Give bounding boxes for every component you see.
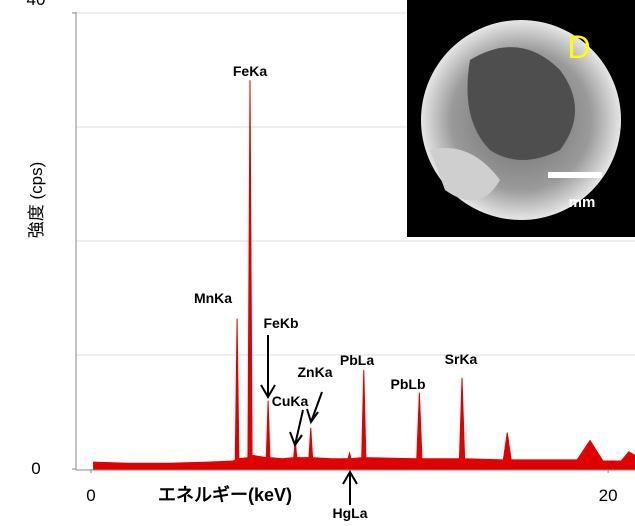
peak-label: HgLa (333, 505, 368, 521)
spectrum (93, 80, 635, 470)
peak-label: SrKa (445, 351, 478, 367)
y-tick-label: 0 (31, 459, 40, 478)
scale-label: mm (569, 194, 596, 211)
peak-label: PbLa (340, 352, 374, 368)
inset-label: D (567, 29, 590, 65)
peak-label: FeKb (264, 315, 299, 331)
arrow (289, 409, 304, 448)
x-tick-label: 0 (86, 486, 95, 505)
y-tick-label: 40 (27, 0, 46, 9)
peak-label: FeKa (233, 63, 267, 79)
x-axis-label: エネルギー(keV) (158, 485, 292, 505)
arrow (306, 391, 323, 425)
plot (93, 80, 635, 470)
inset-region (430, 148, 500, 201)
inset-region (467, 47, 575, 161)
peak-label: MnKa (194, 290, 232, 306)
inset: D mm (407, 0, 635, 237)
arrow (260, 335, 276, 399)
arrow (342, 470, 358, 505)
y-axis-label: 強度 (cps) (27, 162, 46, 239)
arrows (260, 335, 358, 505)
x-tick-label: 20 (599, 486, 618, 505)
peak-label: PbLb (391, 376, 426, 392)
peak-label: CuKa (272, 393, 309, 409)
peak-label: ZnKa (298, 364, 333, 380)
